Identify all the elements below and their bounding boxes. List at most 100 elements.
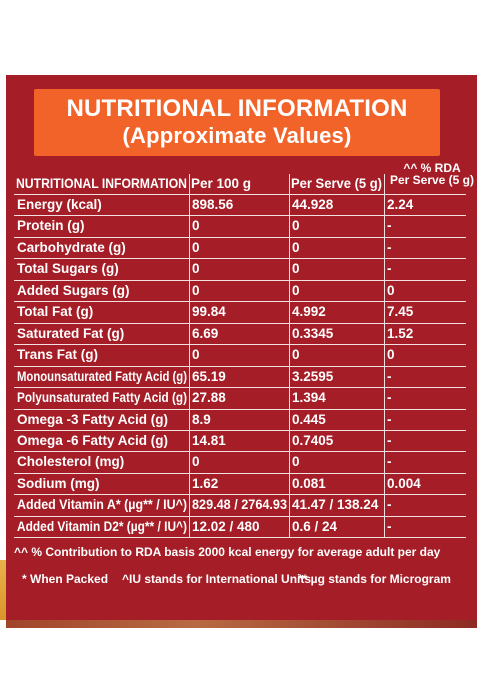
nutrition-panel [6, 75, 477, 626]
value-per-100g: 1.62 [192, 475, 219, 491]
value-per-serve: 0 [292, 282, 300, 298]
value-per-100g: 0 [192, 239, 200, 255]
value-per-100g: 14.81 [192, 432, 226, 448]
value-per-serve: 0.3345 [292, 325, 334, 341]
table-row-divider [14, 451, 466, 453]
nutrient-name: Omega -6 Fatty Acid (g) [17, 432, 169, 448]
nutrient-name: Omega -3 Fatty Acid (g) [17, 411, 169, 427]
value-rda: - [387, 411, 392, 427]
value-rda: 0 [387, 347, 395, 363]
microgram-note: ** µg stands for Microgram [298, 572, 451, 586]
nutrient-name: Saturated Fat (g) [17, 325, 125, 341]
value-per-100g: 12.02 / 480 [192, 518, 260, 534]
value-rda: - [387, 239, 392, 255]
table-row-divider [14, 537, 466, 539]
table-row-divider [14, 215, 466, 217]
value-per-100g: 0 [192, 454, 200, 470]
value-per-serve: 41.47 / 138.24 [292, 497, 379, 513]
header-rda: ^^ % RDA Per Serve (5 g) [387, 162, 477, 186]
table-row-divider [14, 515, 466, 517]
value-per-serve: 3.2595 [292, 368, 334, 384]
value-per-serve: 0.445 [292, 411, 326, 427]
nutrient-name: Protein (g) [17, 218, 85, 234]
nutrient-name: Polyunsaturated Fatty Acid (g) [17, 390, 187, 406]
value-rda: 0 [387, 282, 395, 298]
table-row-divider [14, 387, 466, 389]
value-rda: 0.004 [387, 475, 421, 491]
value-per-serve: 0.6 / 24 [292, 518, 338, 534]
banner-subtitle: (Approximate Values) [122, 123, 352, 148]
value-rda: 1.52 [387, 325, 414, 341]
banner-title: NUTRITIONAL INFORMATION [66, 95, 408, 122]
header-per-serve: Per Serve (5 g) [291, 176, 382, 191]
nutrient-name: Added Sugars (g) [17, 282, 130, 298]
header-per-100g: Per 100 g [191, 176, 252, 191]
table-row-divider [14, 301, 466, 303]
table-row-divider [14, 258, 466, 260]
value-rda: 2.24 [387, 197, 414, 212]
nutrient-name: Energy (kcal) [17, 197, 102, 212]
value-rda: - [387, 218, 392, 234]
value-rda: - [387, 390, 392, 406]
table-row-divider [14, 344, 466, 346]
header-rda-line2: Per Serve (5 g) [389, 173, 475, 187]
table-column-divider [289, 174, 290, 538]
value-per-serve: 0 [292, 347, 300, 363]
nutrient-name: Sodium (mg) [17, 475, 100, 491]
iu-note: ^IU stands for International Units [122, 572, 312, 586]
value-rda: - [387, 497, 392, 513]
value-per-100g: 8.9 [192, 411, 211, 427]
value-per-serve: 0 [292, 218, 300, 234]
value-per-100g: 6.69 [192, 325, 219, 341]
nutrient-name: Carbohydrate (g) [17, 239, 126, 255]
value-per-100g: 0 [192, 347, 200, 363]
value-per-100g: 898.56 [192, 197, 234, 212]
value-per-100g: 65.19 [192, 368, 226, 384]
nutrient-name: Monounsaturated Fatty Acid (g) [17, 368, 187, 384]
nutrient-name: Cholesterol (mg) [17, 454, 125, 470]
table-row-divider [14, 236, 466, 238]
table-row-divider [14, 322, 466, 324]
value-per-serve: 0 [292, 454, 300, 470]
nutrient-name: Trans Fat (g) [17, 347, 99, 363]
table-row-divider [14, 365, 466, 367]
table-row-divider [14, 408, 466, 410]
value-per-serve: 1.394 [292, 390, 326, 406]
background-strip [0, 560, 6, 620]
value-per-serve: 0 [292, 261, 300, 277]
header-rda-line1: ^^ % RDA [403, 161, 461, 175]
value-rda: - [387, 518, 392, 534]
table-row-divider [14, 429, 466, 431]
nutrient-name: Added Vitamin A* (µg** / IU^) [17, 497, 187, 513]
value-per-serve: 0.081 [292, 475, 326, 491]
value-rda: - [387, 454, 392, 470]
value-per-100g: 27.88 [192, 390, 226, 406]
value-per-100g: 0 [192, 282, 200, 298]
nutrient-name: Added Vitamin D2* (µg** / IU^) [17, 518, 187, 534]
when-packed-note: * When Packed [22, 572, 109, 586]
panel-bottom-edge [6, 620, 477, 628]
title-banner: NUTRITIONAL INFORMATION (Approximate Val… [34, 89, 440, 156]
value-rda: - [387, 261, 392, 277]
value-per-serve: 44.928 [292, 197, 334, 212]
nutrient-name: Total Sugars (g) [17, 261, 119, 277]
value-per-serve: 4.992 [292, 304, 326, 320]
value-per-100g: 0 [192, 218, 200, 234]
value-per-100g: 0 [192, 261, 200, 277]
value-rda: 7.45 [387, 304, 414, 320]
table-column-divider [189, 174, 190, 538]
value-per-serve: 0 [292, 239, 300, 255]
nutrient-name: Total Fat (g) [17, 304, 94, 320]
value-per-100g: 829.48 / 2764.93 [192, 497, 287, 513]
table-row-divider [14, 494, 466, 496]
rda-footnote: ^^ % Contribution to RDA basis 2000 kcal… [14, 545, 441, 559]
value-rda: - [387, 432, 392, 448]
value-per-serve: 0.7405 [292, 432, 334, 448]
value-rda: - [387, 368, 392, 384]
header-nutrient: NUTRITIONAL INFORMATION [16, 176, 187, 191]
value-per-100g: 99.84 [192, 304, 226, 320]
table-column-divider [384, 174, 385, 538]
table-header-divider [14, 194, 466, 195]
table-row-divider [14, 472, 466, 474]
table-row-divider [14, 279, 466, 281]
